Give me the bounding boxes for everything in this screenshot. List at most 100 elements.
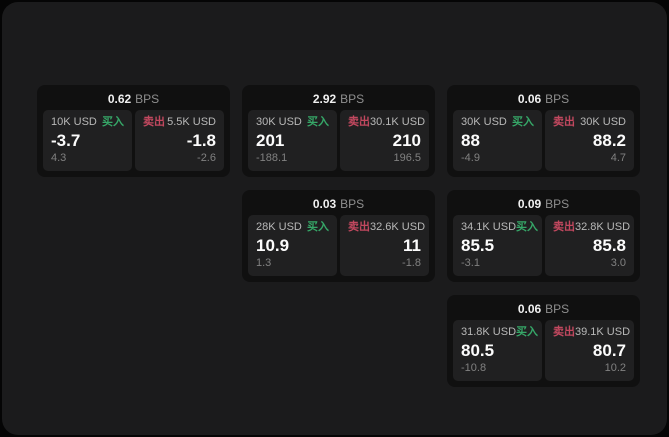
sell-tile-header: 卖出 32.6K USD: [348, 221, 425, 234]
sell-label: 卖出: [553, 326, 575, 338]
sell-tile[interactable]: 卖出 39.1K USD 80.7 10.2: [545, 320, 634, 381]
quote-card-2: 2.92 BPS 30K USD 买入 201 -188.1 卖出 30.1K U…: [242, 85, 435, 177]
buy-price: 10.9: [256, 235, 290, 255]
buy-tile-header: 10K USD 买入: [51, 116, 124, 129]
buy-label: 买入: [307, 221, 329, 233]
buy-price: 88: [461, 130, 480, 150]
buy-tile-header: 28K USD 买入: [256, 221, 329, 234]
quote-card-6: 0.06 BPS 31.8K USD 买入 80.5 -10.8 卖出 39.1K…: [447, 295, 640, 387]
sell-tile[interactable]: 卖出 32.6K USD 11 -1.8: [340, 215, 429, 276]
quote-body: 30K USD 买入 201 -188.1 卖出 30.1K USD 210 1…: [248, 110, 429, 171]
buy-tile[interactable]: 30K USD 买入 201 -188.1: [248, 110, 337, 171]
bps-unit-label: BPS: [545, 92, 570, 106]
quote-body: 10K USD 买入 -3.7 4.3 卖出 5.5K USD -1.8 -2.…: [43, 110, 224, 171]
buy-price: 80.5: [461, 340, 495, 360]
sell-tile-header: 卖出 32.8K USD: [553, 221, 630, 234]
quote-body: 31.8K USD 买入 80.5 -10.8 卖出 39.1K USD 80.…: [453, 320, 634, 381]
bps-unit-label: BPS: [135, 92, 160, 106]
sell-price: 80.7: [592, 340, 626, 360]
quote-card-5: 0.09 BPS 34.1K USD 买入 85.5 -3.1 卖出 32.8K …: [447, 190, 640, 282]
buy-price: 201: [256, 130, 285, 150]
bps-header: 0.06 BPS: [453, 91, 634, 107]
sell-label: 卖出: [348, 221, 370, 233]
bps-header: 0.06 BPS: [453, 301, 634, 317]
sell-tile[interactable]: 卖出 30.1K USD 210 196.5: [340, 110, 429, 171]
bps-header: 0.09 BPS: [453, 196, 634, 212]
sell-price: 11: [403, 235, 421, 255]
buy-change: -188.1: [256, 152, 288, 164]
sell-tile[interactable]: 卖出 30K USD 88.2 4.7: [545, 110, 634, 171]
sell-tile[interactable]: 卖出 5.5K USD -1.8 -2.6: [135, 110, 224, 171]
buy-label: 买入: [516, 221, 539, 233]
bps-header: 0.03 BPS: [248, 196, 429, 212]
buy-change: -10.8: [461, 362, 487, 374]
buy-label: 买入: [516, 326, 539, 338]
buy-change: 4.3: [51, 152, 67, 164]
quote-body: 30K USD 买入 88 -4.9 卖出 30K USD 88.2 4.7: [453, 110, 634, 171]
quote-body: 34.1K USD 买入 85.5 -3.1 卖出 32.8K USD 85.8…: [453, 215, 634, 276]
sell-change: 10.2: [604, 362, 626, 374]
sell-change: 3.0: [610, 257, 626, 269]
sell-tile-header: 卖出 30K USD: [553, 116, 626, 129]
buy-amount: 31.8K USD: [461, 326, 517, 338]
buy-amount: 30K USD: [461, 116, 507, 128]
buy-amount: 30K USD: [256, 116, 302, 128]
sell-amount: 39.1K USD: [575, 326, 631, 338]
buy-amount: 10K USD: [51, 116, 97, 128]
buy-tile[interactable]: 28K USD 买入 10.9 1.3: [248, 215, 337, 276]
sell-change: -2.6: [197, 152, 216, 164]
buy-price: 85.5: [461, 235, 495, 255]
buy-label: 买入: [307, 116, 329, 128]
buy-tile[interactable]: 31.8K USD 买入 80.5 -10.8: [453, 320, 542, 381]
buy-price: -3.7: [51, 130, 81, 150]
sell-tile-header: 卖出 39.1K USD: [553, 326, 630, 339]
buy-tile[interactable]: 30K USD 买入 88 -4.9: [453, 110, 542, 171]
bps-unit-label: BPS: [340, 92, 365, 106]
bps-header: 0.62 BPS: [43, 91, 224, 107]
buy-tile[interactable]: 10K USD 买入 -3.7 4.3: [43, 110, 132, 171]
quote-grid: 0.62 BPS 10K USD 买入 -3.7 4.3 卖出 5.5K USD: [37, 85, 640, 387]
bps-value: 0.03: [312, 197, 337, 211]
sell-change: -1.8: [402, 257, 421, 269]
sell-amount: 32.8K USD: [575, 221, 631, 233]
bps-value: 0.06: [517, 92, 542, 106]
sell-change: 196.5: [393, 152, 421, 164]
sell-change: 4.7: [610, 152, 626, 164]
sell-tile-header: 卖出 5.5K USD: [143, 116, 216, 129]
sell-price: 85.8: [592, 235, 626, 255]
bps-unit-label: BPS: [545, 302, 570, 316]
sell-label: 卖出: [143, 116, 165, 128]
bps-unit-label: BPS: [545, 197, 570, 211]
bps-unit-label: BPS: [340, 197, 365, 211]
quote-body: 28K USD 买入 10.9 1.3 卖出 32.6K USD 11 -1.8: [248, 215, 429, 276]
sell-price: 88.2: [592, 130, 626, 150]
sell-tile[interactable]: 卖出 32.8K USD 85.8 3.0: [545, 215, 634, 276]
buy-tile[interactable]: 34.1K USD 买入 85.5 -3.1: [453, 215, 542, 276]
sell-amount: 30K USD: [580, 116, 626, 128]
bps-value: 0.06: [517, 302, 542, 316]
buy-label: 买入: [102, 116, 124, 128]
bps-value: 0.62: [107, 92, 132, 106]
sell-tile-header: 卖出 30.1K USD: [348, 116, 425, 129]
sell-amount: 5.5K USD: [167, 116, 216, 128]
sell-price: 210: [392, 130, 421, 150]
buy-amount: 28K USD: [256, 221, 302, 233]
buy-tile-header: 31.8K USD 买入: [461, 326, 538, 339]
buy-tile-header: 34.1K USD 买入: [461, 221, 538, 234]
sell-label: 卖出: [348, 116, 370, 128]
sell-amount: 30.1K USD: [370, 116, 426, 128]
bps-value: 2.92: [312, 92, 337, 106]
buy-change: -3.1: [461, 257, 480, 269]
sell-price: -1.8: [186, 130, 216, 150]
bps-value: 0.09: [517, 197, 542, 211]
buy-tile-header: 30K USD 买入: [256, 116, 329, 129]
buy-amount: 34.1K USD: [461, 221, 517, 233]
quote-card-1: 0.62 BPS 10K USD 买入 -3.7 4.3 卖出 5.5K USD: [37, 85, 230, 177]
sell-amount: 32.6K USD: [370, 221, 426, 233]
quote-card-4: 0.03 BPS 28K USD 买入 10.9 1.3 卖出 32.6K USD: [242, 190, 435, 282]
buy-tile-header: 30K USD 买入: [461, 116, 534, 129]
buy-change: 1.3: [256, 257, 272, 269]
bps-header: 2.92 BPS: [248, 91, 429, 107]
quote-card-3: 0.06 BPS 30K USD 买入 88 -4.9 卖出 30K USD: [447, 85, 640, 177]
